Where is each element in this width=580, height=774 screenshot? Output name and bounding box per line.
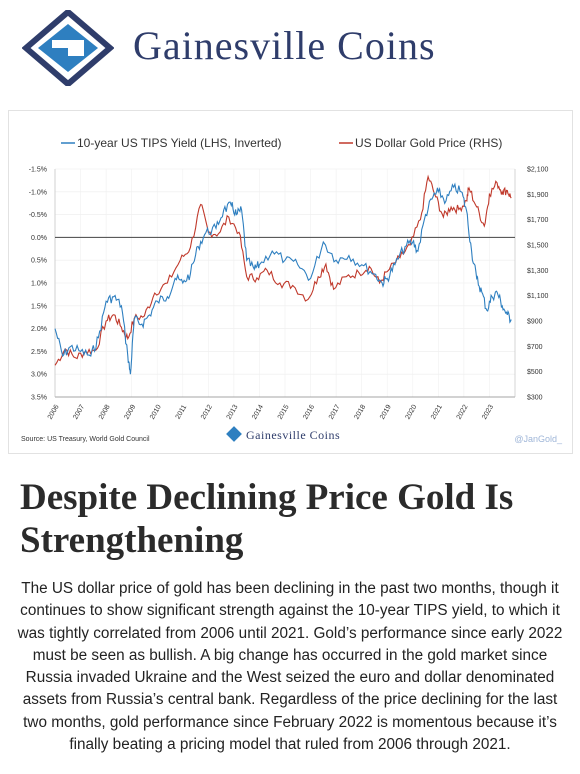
- x-tick-label: 2017: [328, 404, 342, 421]
- chart-brand-name: Gainesville Coins: [246, 428, 341, 442]
- article-body: The US dollar price of gold has been dec…: [17, 580, 563, 754]
- chart-brand-icon: [226, 426, 242, 442]
- y-left-tick-label: 1.0%: [31, 281, 47, 288]
- y-left-tick-label: 2.0%: [31, 326, 47, 333]
- y-left-tick-label: 1.5%: [31, 303, 47, 310]
- chart-card: 10-year US TIPS Yield (LHS, Inverted) US …: [8, 110, 573, 454]
- chart-brand-mark: Gainesville Coins: [226, 426, 341, 443]
- legend-label-tips: 10-year US TIPS Yield (LHS, Inverted): [77, 136, 282, 150]
- y-right-tick-label: $1,500: [527, 243, 549, 250]
- y-left-tick-label: 3.5%: [31, 395, 47, 402]
- brand-name: Gainesville Coins: [133, 23, 436, 68]
- gold-vs-tips-chart: 10-year US TIPS Yield (LHS, Inverted) US …: [29, 136, 549, 421]
- gainesville-logo-icon: [22, 10, 114, 86]
- brand-header: Gainesville Coins: [0, 0, 580, 96]
- series-line-gold-price: [54, 174, 512, 366]
- article-headline: Despite Declining Price Gold Is Strength…: [20, 477, 514, 561]
- x-tick-label: 2014: [251, 404, 265, 421]
- y-right-tick-label: $1,100: [527, 293, 549, 300]
- y-left-tick-label: 2.5%: [31, 349, 47, 356]
- x-tick-label: 2023: [481, 404, 495, 421]
- y-right-tick-label: $300: [527, 395, 543, 402]
- x-tick-label: 2016: [302, 404, 316, 421]
- x-tick-label: 2008: [98, 404, 112, 421]
- y-left-tick-label: 3.0%: [31, 372, 47, 379]
- x-tick-label: 2011: [175, 404, 189, 421]
- y-left-tick-label: 0.5%: [31, 258, 47, 265]
- y-left-tick-label: -1.5%: [29, 167, 47, 174]
- y-right-tick-label: $1,900: [527, 192, 549, 199]
- y-right-tick-label: $1,700: [527, 217, 549, 224]
- series-line-tips-yield: [54, 182, 512, 375]
- x-tick-label: 2012: [200, 404, 214, 421]
- y-right-tick-label: $2,100: [527, 167, 549, 174]
- x-tick-label: 2007: [72, 404, 86, 421]
- y-left-tick-label: 0.0%: [31, 235, 47, 242]
- chart-watermark: @JanGold_: [514, 434, 562, 444]
- y-right-tick-label: $900: [527, 319, 543, 326]
- y-right-tick-label: $700: [527, 344, 543, 351]
- x-tick-label: 2022: [456, 404, 470, 421]
- x-tick-label: 2019: [379, 404, 393, 421]
- x-tick-label: 2018: [353, 404, 367, 421]
- x-tick-label: 2021: [430, 404, 444, 421]
- x-tick-label: 2009: [123, 404, 137, 421]
- legend-label-gold: US Dollar Gold Price (RHS): [355, 136, 502, 150]
- y-right-tick-label: $500: [527, 369, 543, 376]
- y-right-tick-label: $1,300: [527, 268, 549, 275]
- x-tick-label: 2020: [405, 404, 419, 421]
- x-tick-label: 2006: [47, 404, 61, 421]
- y-left-tick-label: -1.0%: [29, 189, 47, 196]
- x-tick-label: 2015: [277, 404, 291, 421]
- x-tick-label: 2010: [149, 404, 163, 421]
- y-left-tick-label: -0.5%: [29, 212, 47, 219]
- chart-source: Source: US Treasury, World Gold Council: [21, 436, 150, 443]
- x-tick-label: 2013: [226, 404, 240, 421]
